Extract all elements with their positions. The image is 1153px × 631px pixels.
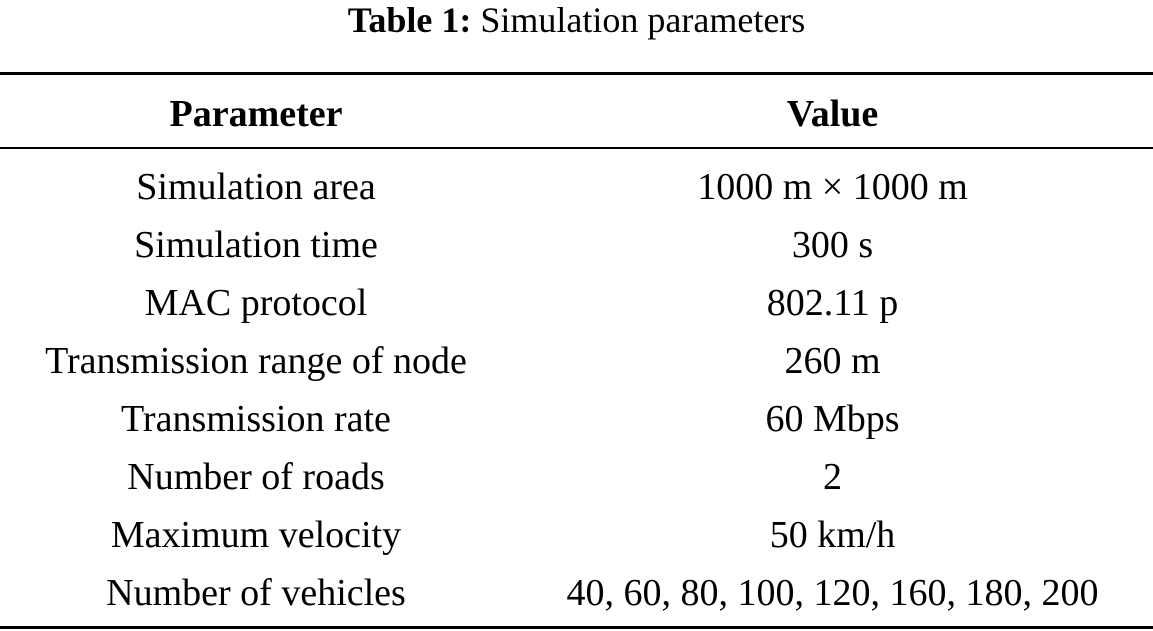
table-body: Simulation area 1000 m × 1000 m Simulati…: [0, 158, 1153, 622]
table-row: Number of vehicles 40, 60, 80, 100, 120,…: [0, 564, 1153, 622]
table-top-rule: [0, 72, 1153, 75]
value-cell: 260 m: [784, 340, 881, 382]
table-caption-text: Simulation parameters: [480, 0, 806, 40]
parameter-cell: Simulation time: [134, 224, 378, 266]
header-parameter: Parameter: [169, 93, 343, 135]
table-caption: Table 1: Simulation parameters: [0, 0, 1153, 44]
table-header-rule: [0, 147, 1153, 149]
parameter-cell: MAC protocol: [144, 282, 368, 324]
table-row: Simulation area 1000 m × 1000 m: [0, 158, 1153, 216]
value-cell: 802.11 p: [766, 282, 899, 324]
parameter-cell: Maximum velocity: [110, 514, 402, 556]
parameter-cell: Transmission range of node: [45, 340, 467, 382]
table-row: Number of roads 2: [0, 448, 1153, 506]
table-row: Maximum velocity 50 km/h: [0, 506, 1153, 564]
header-value: Value: [786, 93, 879, 135]
value-cell: 2: [823, 456, 842, 498]
value-cell: 300 s: [791, 224, 874, 266]
value-cell: 40, 60, 80, 100, 120, 160, 180, 200: [566, 572, 1099, 614]
parameter-cell: Number of roads: [127, 456, 385, 498]
table-row: Simulation time 300 s: [0, 216, 1153, 274]
parameter-cell: Transmission rate: [121, 398, 391, 440]
table-caption-label: Table 1:: [347, 0, 472, 40]
parameter-cell: Number of vehicles: [106, 572, 406, 614]
table-row: Transmission rate 60 Mbps: [0, 390, 1153, 448]
table-header-row: Parameter Value: [0, 86, 1153, 142]
parameter-cell: Simulation area: [136, 166, 376, 208]
value-cell: 50 km/h: [769, 514, 896, 556]
table-row: Transmission range of node 260 m: [0, 332, 1153, 390]
table-bottom-rule: [0, 626, 1153, 629]
value-cell: 1000 m × 1000 m: [697, 166, 968, 208]
table-row: MAC protocol 802.11 p: [0, 274, 1153, 332]
value-cell: 60 Mbps: [765, 398, 900, 440]
